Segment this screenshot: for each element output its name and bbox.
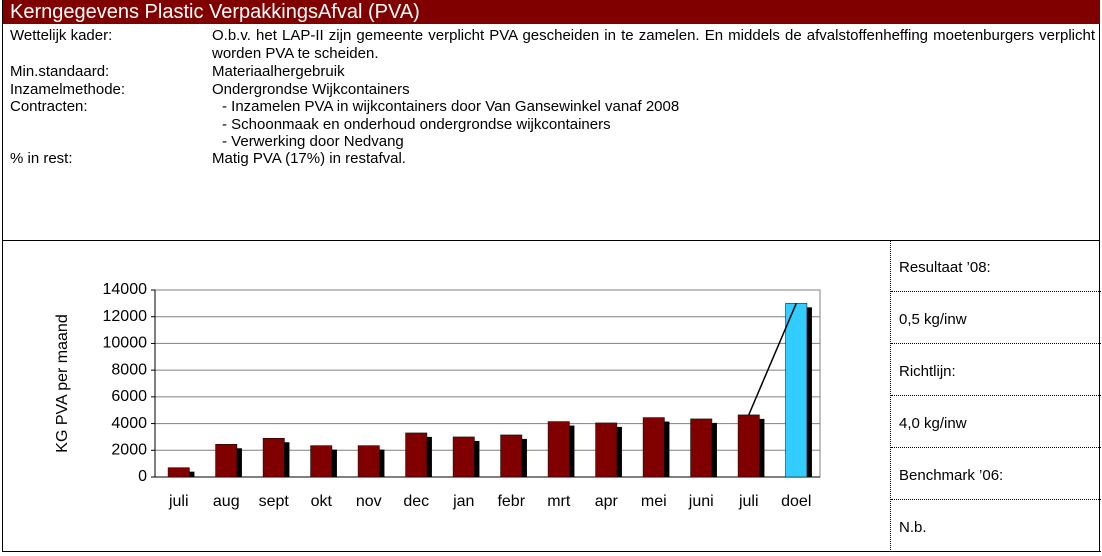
bar xyxy=(500,434,523,478)
x-tick-label: apr xyxy=(595,493,619,510)
row-text: Matig PVA (17%) in restafval. xyxy=(212,150,406,167)
side-cell: Benchmark ’06: xyxy=(891,448,1101,500)
y-tick-label: 8000 xyxy=(111,361,147,378)
y-tick-label: 6000 xyxy=(111,388,147,405)
x-tick-label: febr xyxy=(497,493,525,510)
item-text: Inzamelen PVA in wijkcontainers door Van… xyxy=(231,98,680,115)
x-tick-label: aug xyxy=(213,493,240,510)
bullet: - xyxy=(222,98,232,115)
bar xyxy=(737,414,760,478)
row-text: Ondergrondse Wijkcontainers xyxy=(212,81,410,98)
y-tick-label: 2000 xyxy=(111,442,147,459)
bar xyxy=(167,467,190,478)
title: Kerngegevens Plastic VerpakkingsAfval (P… xyxy=(3,0,1100,24)
list-item: - Verwerking door Nedvang xyxy=(212,133,1095,151)
side-cell: 4,0 kg/inw xyxy=(891,396,1101,448)
x-tick-label: mei xyxy=(641,493,667,510)
list-item: - Inzamelen PVA in wijkcontainers door V… xyxy=(212,98,1095,116)
plot-area xyxy=(154,289,821,478)
y-axis-label: KG PVA per maand xyxy=(54,314,71,452)
side-panel: Resultaat ’08: 0,5 kg/inw Richtlijn: 4,0 kg… xyxy=(890,240,1101,552)
y-tick-label: 14000 xyxy=(103,281,148,298)
list-item: - Schoonmaak en onderhoud ondergrondse w… xyxy=(212,116,1095,134)
bar xyxy=(310,445,333,478)
bar xyxy=(595,422,618,478)
bar xyxy=(642,417,665,478)
side-cell: Richtlijn: xyxy=(891,344,1101,396)
bar xyxy=(405,432,428,478)
y-tick-label: 4000 xyxy=(111,415,147,432)
x-tick-label: juni xyxy=(688,493,714,510)
row-label: Min.standaard: xyxy=(10,63,110,80)
x-tick-label: jan xyxy=(452,493,474,510)
bar xyxy=(452,436,475,478)
row-label: Wettelijk kader: xyxy=(10,27,113,44)
y-tick-label: 10000 xyxy=(103,335,148,352)
row-text: Materiaalhergebruik xyxy=(212,63,345,80)
side-cell: N.b. xyxy=(891,500,1101,552)
bar xyxy=(357,445,380,478)
item-text: Schoonmaak en onderhoud ondergrondse wij… xyxy=(231,115,611,133)
item-text: Verwerking door Nedvang xyxy=(231,133,404,150)
trend-line xyxy=(748,303,797,416)
side-cell: Resultaat ’08: xyxy=(891,240,1101,292)
x-tick-label: okt xyxy=(311,493,333,510)
row-text: - Inzamelen PVA in wijkcontainers door V… xyxy=(212,98,1095,151)
bullet: - xyxy=(222,115,232,133)
x-tick-label: dec xyxy=(403,493,429,510)
row-label: % in rest: xyxy=(10,150,73,167)
x-tick-label: juli xyxy=(168,493,189,510)
x-tick-label: doel xyxy=(781,493,811,510)
x-tick-label: sept xyxy=(259,493,290,510)
row-label: Contracten: xyxy=(10,98,88,115)
separator xyxy=(3,240,1100,241)
row-label: Inzamelmethode: xyxy=(10,81,126,98)
x-tick-label: nov xyxy=(356,493,382,510)
y-tick-label: 12000 xyxy=(103,308,148,325)
row-text: O.b.v. het LAP-II zijn gemeente verplich… xyxy=(212,27,1095,62)
bar xyxy=(547,421,570,478)
bar xyxy=(690,418,713,478)
side-cell: 0,5 kg/inw xyxy=(891,292,1101,344)
bar xyxy=(215,444,238,478)
y-tick-label: 0 xyxy=(138,468,147,485)
bullet: - xyxy=(222,133,232,150)
x-tick-label: mrt xyxy=(547,493,571,510)
chart: 0 2000 4000 6000 8000 10000 12000 14000 KG PVA p… xyxy=(54,281,821,510)
bar xyxy=(262,438,285,478)
x-tick-label: juli xyxy=(738,493,759,510)
bar xyxy=(785,303,808,478)
